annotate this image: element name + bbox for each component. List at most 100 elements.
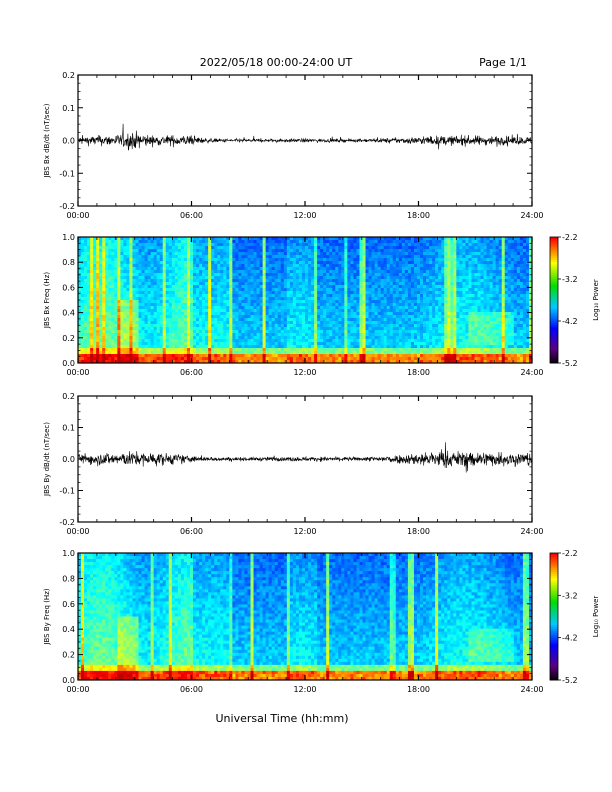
heat-cell xyxy=(141,267,145,271)
heat-cell xyxy=(398,240,403,244)
heat-cell xyxy=(232,279,236,283)
heat-cell xyxy=(223,357,227,361)
heat-cell xyxy=(211,240,215,244)
heat-cell xyxy=(335,273,339,277)
heat-cell xyxy=(93,285,97,289)
heat-cell xyxy=(123,270,127,274)
heat-cell xyxy=(413,258,418,262)
heat-cell xyxy=(265,267,270,271)
heat-cell xyxy=(347,342,351,346)
heat-cell xyxy=(90,336,94,340)
heat-cell xyxy=(177,267,182,271)
heat-cell xyxy=(386,360,391,364)
heat-cell xyxy=(280,324,285,328)
heat-cell xyxy=(153,306,158,310)
heat-cell xyxy=(162,312,167,316)
heat-cell xyxy=(138,324,142,328)
heat-cell xyxy=(193,270,197,274)
heat-cell xyxy=(81,255,85,259)
heat-cell xyxy=(220,255,224,259)
heat-cell xyxy=(271,300,276,304)
heat-cell xyxy=(205,354,209,358)
heat-cell xyxy=(162,282,167,286)
heat-cell xyxy=(356,270,360,274)
heat-cell xyxy=(365,339,369,343)
heat-cell xyxy=(395,291,400,295)
heat-cell xyxy=(344,246,348,250)
heat-cell xyxy=(374,258,379,262)
heat-cell xyxy=(413,270,418,274)
heat-cell xyxy=(335,279,339,283)
heat-cell xyxy=(144,303,149,307)
heat-cell xyxy=(247,285,251,289)
heat-cell xyxy=(250,354,254,358)
heat-cell xyxy=(410,258,415,262)
heat-cell xyxy=(81,360,85,364)
heat-cell xyxy=(108,354,112,358)
heat-cell xyxy=(262,255,267,259)
heat-cell xyxy=(120,264,124,268)
heat-cell xyxy=(292,243,297,247)
heat-cell xyxy=(413,339,418,343)
heat-cell xyxy=(81,339,85,343)
heat-cell xyxy=(84,357,88,361)
heat-cell xyxy=(301,246,306,250)
heat-cell xyxy=(420,288,424,292)
heat-cell xyxy=(211,324,215,328)
heat-cell xyxy=(120,285,124,289)
heat-cell xyxy=(238,255,242,259)
heat-cell xyxy=(99,312,103,316)
heat-cell xyxy=(150,282,155,286)
heat-cell xyxy=(111,318,115,322)
heat-cell xyxy=(274,264,279,268)
heat-cell xyxy=(81,288,85,292)
heat-cell xyxy=(250,255,254,259)
heat-cell xyxy=(374,243,379,247)
heat-cell xyxy=(362,240,366,244)
heat-cell xyxy=(111,273,115,277)
heat-cell xyxy=(171,327,176,331)
heat-cell xyxy=(386,348,391,352)
heat-cell xyxy=(117,336,121,340)
heat-cell xyxy=(150,351,155,355)
heat-cell xyxy=(374,252,379,256)
heat-cell xyxy=(108,288,112,292)
heat-cell xyxy=(78,288,82,292)
heat-cell xyxy=(168,294,173,298)
heat-cell xyxy=(350,348,354,352)
heat-cell xyxy=(84,258,88,262)
heat-cell xyxy=(220,300,224,304)
heat-cell xyxy=(289,312,294,316)
heat-cell xyxy=(183,240,188,244)
heat-cell xyxy=(193,315,197,319)
heat-cell xyxy=(323,273,327,277)
heat-cell xyxy=(117,312,121,316)
heat-cell xyxy=(356,243,360,247)
heat-cell xyxy=(350,336,354,340)
heat-cell xyxy=(135,306,139,310)
heat-cell xyxy=(99,315,103,319)
heat-cell xyxy=(244,348,248,352)
heat-cell xyxy=(368,345,372,349)
heat-cell xyxy=(292,240,297,244)
heat-cell xyxy=(386,312,391,316)
heat-cell xyxy=(395,288,400,292)
heat-cell xyxy=(132,306,136,310)
heat-cell xyxy=(335,300,339,304)
heat-cell xyxy=(135,249,139,253)
heat-cell xyxy=(335,336,339,340)
heat-cell xyxy=(177,252,182,256)
heat-cell xyxy=(132,312,136,316)
heat-cell xyxy=(289,327,294,331)
heat-cell xyxy=(174,282,179,286)
heat-cell xyxy=(265,261,270,265)
heat-cell xyxy=(217,276,221,280)
heat-cell xyxy=(389,318,394,322)
heat-cell xyxy=(374,276,379,280)
heat-cell xyxy=(404,276,409,280)
heat-cell xyxy=(129,261,133,265)
heat-cell xyxy=(350,330,354,334)
heat-cell xyxy=(150,324,155,328)
heat-cell xyxy=(280,333,285,337)
heat-cell xyxy=(177,357,182,361)
